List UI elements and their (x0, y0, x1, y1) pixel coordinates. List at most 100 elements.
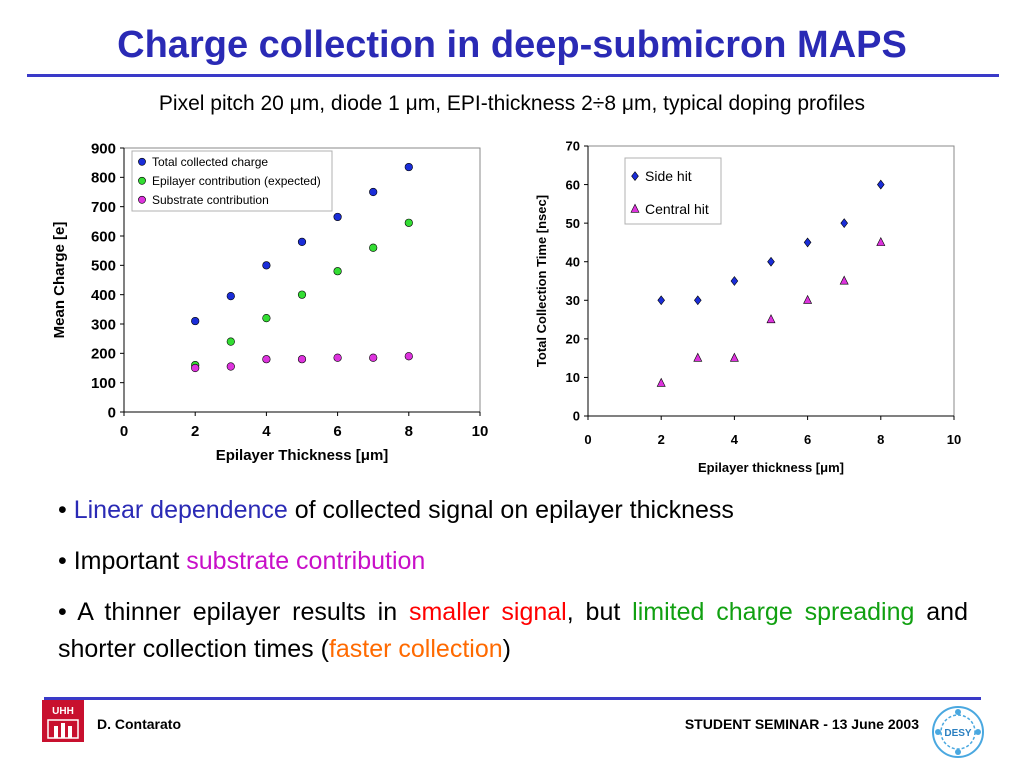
legend-box (131, 150, 333, 212)
data-point (803, 294, 813, 304)
y-tick-label: 10 (566, 370, 580, 385)
x-tick-label: 6 (333, 423, 341, 440)
highlight-limited-charge-spreading: limited charge spreading (632, 598, 915, 626)
legend-marker (138, 176, 146, 185)
data-point (333, 267, 342, 276)
x-tick-label: 8 (405, 423, 413, 440)
y-tick-label: 400 (91, 287, 116, 304)
data-point (191, 316, 200, 326)
x-axis-label: Epilayer Thickness [μm] (216, 447, 389, 464)
data-point (369, 353, 378, 362)
y-tick-label: 40 (566, 254, 580, 269)
collection-time-chart: 0 10 20 30 40 50 60 70 0 2 4 6 8 10 Epilayer thickness… (534, 139, 961, 475)
legend-label: Epilayer contribution (expected) (152, 174, 321, 188)
x-tick-label: 4 (262, 423, 271, 440)
x-tick-label: 4 (731, 432, 739, 447)
highlight-substrate-contribution: substrate contribution (186, 547, 426, 575)
bullet-dot: • (58, 547, 67, 575)
data-point (729, 352, 739, 362)
data-point (839, 275, 849, 285)
y-tick-label: 50 (566, 216, 580, 231)
bullet-item: • Important substrate contribution (58, 543, 968, 580)
bullet-item: • Linear dependence of collected signal … (58, 492, 968, 529)
data-point (730, 276, 739, 286)
y-tick-label: 700 (91, 199, 116, 216)
data-point (262, 314, 271, 323)
legend-marker (138, 195, 146, 204)
bullet-list: • Linear dependence of collected signal … (58, 492, 968, 682)
y-axis-label: Total Collection Time [nsec] (534, 195, 549, 367)
uhh-logo: UHH (42, 700, 84, 742)
data-point (369, 243, 378, 252)
y-tick-label: 800 (91, 170, 116, 187)
legend-marker (630, 203, 640, 213)
data-point (333, 212, 342, 222)
slide-title: Charge collection in deep-submicron MAPS (117, 24, 907, 66)
y-tick-label: 900 (91, 140, 116, 157)
desy-logo: DESY (930, 704, 986, 760)
data-point (333, 353, 342, 362)
bullet-text: and shorter collection times ( (58, 598, 968, 663)
footer-author: D. Contarato (97, 716, 181, 732)
data-point (297, 355, 307, 364)
desy-logo-text: DESY (944, 728, 972, 739)
y-tick-label: 500 (91, 258, 116, 275)
legend-label: Central hit (645, 201, 709, 217)
bullet-dot: • (58, 598, 67, 626)
data-point (840, 218, 848, 229)
bullet-item: • A thinner epilayer results in smaller … (58, 594, 968, 668)
data-point (404, 218, 413, 227)
data-point (226, 337, 235, 346)
title-divider (27, 74, 999, 77)
mean-charge-chart: 0 100 200 300 400 500 600 700 800 900 0 2 4 6 8 10 Epila… (51, 140, 489, 464)
data-point (876, 236, 886, 246)
data-point (694, 295, 702, 306)
bullet-text: A thinner epilayer results in (66, 598, 409, 626)
y-tick-label: 70 (566, 139, 580, 154)
y-tick-label: 30 (566, 293, 580, 308)
x-tick-label: 6 (804, 432, 811, 447)
y-tick-label: 300 (91, 316, 116, 333)
x-tick-label: 8 (877, 432, 884, 447)
slide-subtitle: Pixel pitch 20 μm, diode 1 μm, EPI-thick… (158, 92, 866, 115)
y-tick-label: 0 (573, 409, 580, 424)
data-point (877, 179, 885, 190)
uhh-logo-text: UHH (52, 706, 74, 717)
x-axis-label: Epilayer thickness [μm] (698, 460, 844, 475)
x-tick-label: 10 (947, 432, 961, 447)
data-point (297, 237, 307, 246)
highlight-linear-dependence: Linear dependence (73, 496, 288, 524)
data-point (657, 295, 665, 306)
data-point (262, 261, 271, 270)
data-point (226, 362, 235, 371)
data-point (693, 352, 703, 362)
data-point (262, 355, 271, 364)
legend-label: Substrate contribution (152, 193, 269, 207)
bullet-text: Important (73, 547, 187, 575)
data-point (369, 187, 378, 197)
highlight-faster-collection: faster collection (328, 635, 503, 663)
footer-event: STUDENT SEMINAR - 13 June 2003 (684, 716, 919, 732)
data-point (766, 314, 776, 324)
bullet-text: of collected signal on epilayer thicknes… (287, 496, 734, 524)
data-point (297, 290, 307, 299)
footer-divider (44, 697, 981, 700)
y-tick-label: 600 (91, 228, 116, 245)
bullet-text: , but (566, 598, 633, 626)
y-tick-label: 0 (108, 404, 116, 421)
legend-box (624, 157, 722, 225)
x-tick-label: 10 (472, 423, 489, 440)
data-point (191, 363, 200, 373)
data-point (404, 162, 413, 172)
bullet-text: ) (502, 635, 511, 663)
legend-marker (631, 171, 639, 181)
y-tick-label: 20 (566, 332, 580, 347)
legend-label: Total collected charge (152, 155, 268, 169)
x-tick-label: 2 (191, 423, 199, 440)
data-point (656, 377, 666, 387)
data-point (767, 256, 775, 267)
x-tick-label: 0 (584, 432, 591, 447)
data-point (404, 352, 413, 361)
legend-label: Side hit (645, 168, 692, 184)
desy-logo-icon: DESY (932, 706, 984, 758)
